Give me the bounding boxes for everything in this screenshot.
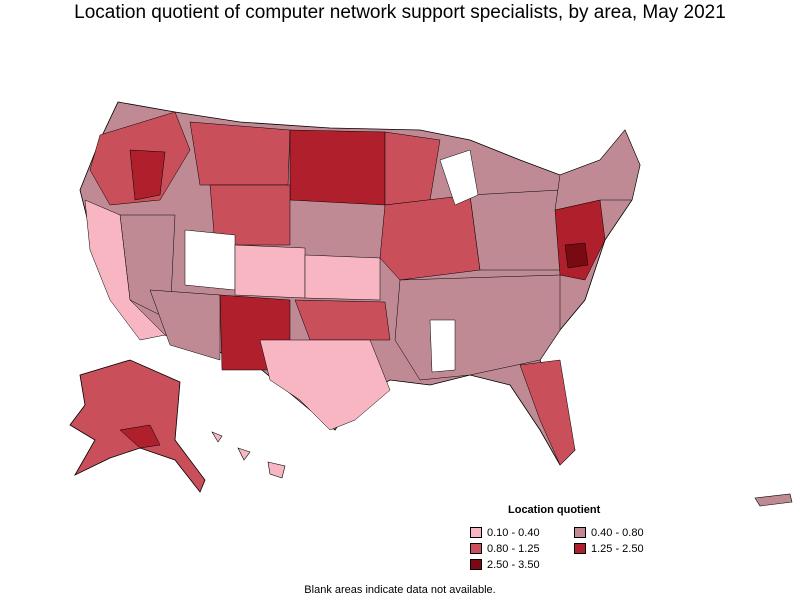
region-kansas (304, 254, 381, 301)
alaska-outline (69, 359, 206, 493)
map-legend: Location quotient 0.10 - 0.40 0.40 - 0.8… (470, 504, 670, 571)
map-title: Location quotient of computer network su… (74, 2, 726, 23)
region-midwest (379, 194, 481, 281)
legend-item-3: 0.80 - 1.25 (470, 542, 574, 555)
legend-item-2: 0.40 - 0.80 (574, 526, 670, 539)
region-ohio-valley (469, 189, 561, 271)
region-washington-dc-area (564, 242, 589, 269)
legend-title: Location quotient (508, 504, 601, 516)
puerto-rico (754, 493, 793, 507)
blank-areas-note: Blank areas indicate data not available. (304, 584, 496, 596)
legend-label-5: 2.50 - 3.50 (487, 558, 540, 571)
region-arizona (149, 289, 221, 361)
legend-label-3: 0.80 - 1.25 (487, 542, 540, 555)
legend-item-5: 2.50 - 3.50 (470, 558, 574, 571)
region-northeast (554, 129, 641, 211)
region-north-dakota (289, 129, 386, 206)
legend-swatch-3 (470, 543, 482, 554)
legend-swatch-5 (470, 559, 482, 570)
legend-label-2: 0.40 - 0.80 (591, 526, 644, 539)
region-oklahoma (294, 299, 391, 341)
legend-grid: 0.10 - 0.40 0.40 - 0.80 0.80 - 1.25 1.25… (470, 526, 670, 571)
region-mississippi-no-data (429, 319, 456, 373)
legend-item-4: 1.25 - 2.50 (574, 542, 670, 555)
region-florida (519, 359, 576, 466)
region-great-lakes-water (439, 149, 479, 206)
legend-swatch-4 (574, 543, 586, 554)
region-oregon-dark (129, 149, 166, 201)
legend-swatch-2 (574, 527, 586, 538)
alaska-panhandle-dark (119, 424, 161, 449)
legend-label-1: 0.10 - 0.40 (487, 526, 540, 539)
region-utah-no-data (184, 229, 236, 291)
hawaii-islands (211, 431, 286, 479)
legend-swatch-1 (470, 527, 482, 538)
region-mid-atlantic (554, 199, 606, 281)
region-california (84, 199, 166, 341)
region-montana (189, 121, 291, 186)
legend-label-4: 1.25 - 2.50 (591, 542, 644, 555)
region-colorado (234, 244, 306, 299)
region-wyoming (209, 184, 291, 246)
legend-item-1: 0.10 - 0.40 (470, 526, 574, 539)
region-texas (259, 339, 391, 431)
